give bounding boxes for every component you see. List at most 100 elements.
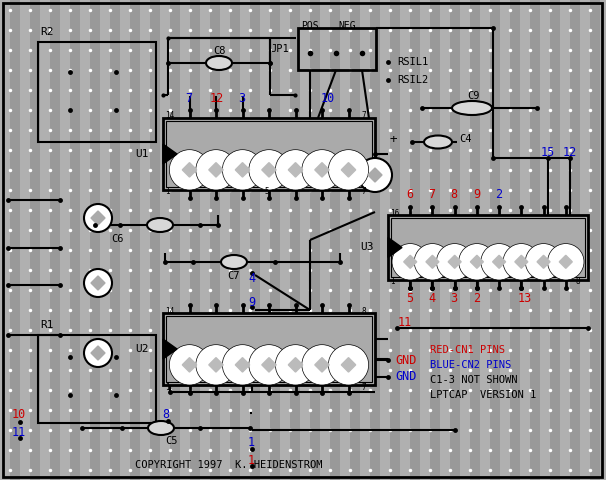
Circle shape bbox=[275, 345, 316, 385]
Text: 1: 1 bbox=[248, 436, 255, 449]
Circle shape bbox=[392, 244, 428, 280]
Text: C9: C9 bbox=[467, 91, 479, 101]
Circle shape bbox=[328, 150, 368, 190]
Text: POS: POS bbox=[301, 21, 319, 31]
Bar bbox=[180, 0, 190, 480]
Bar bbox=[520, 0, 530, 480]
Text: 9: 9 bbox=[248, 296, 255, 309]
Text: RED-CN1 PINS: RED-CN1 PINS bbox=[430, 345, 505, 355]
Text: 1: 1 bbox=[165, 188, 170, 196]
Polygon shape bbox=[388, 238, 402, 257]
Bar bbox=[388, 215, 588, 280]
Circle shape bbox=[249, 345, 289, 385]
Polygon shape bbox=[404, 255, 417, 268]
Polygon shape bbox=[209, 163, 223, 177]
Bar bbox=[40, 0, 50, 480]
Text: 14: 14 bbox=[165, 307, 175, 315]
Text: 1: 1 bbox=[248, 454, 255, 467]
Text: 8: 8 bbox=[162, 408, 169, 421]
Bar bbox=[580, 0, 590, 480]
Circle shape bbox=[415, 244, 451, 280]
Polygon shape bbox=[91, 346, 105, 360]
Text: 7: 7 bbox=[185, 92, 193, 105]
Text: C1-3 NOT SHOWN: C1-3 NOT SHOWN bbox=[430, 375, 518, 385]
Ellipse shape bbox=[148, 421, 174, 435]
Text: 7: 7 bbox=[362, 188, 367, 196]
Polygon shape bbox=[182, 163, 197, 177]
Polygon shape bbox=[470, 255, 484, 268]
Ellipse shape bbox=[147, 218, 173, 232]
Polygon shape bbox=[262, 163, 276, 177]
Text: C4: C4 bbox=[459, 134, 471, 144]
Text: 3: 3 bbox=[239, 92, 245, 105]
Bar bbox=[280, 0, 290, 480]
Circle shape bbox=[548, 244, 584, 280]
Polygon shape bbox=[493, 255, 505, 268]
Text: 7: 7 bbox=[362, 111, 367, 120]
Bar bbox=[260, 0, 270, 480]
Polygon shape bbox=[341, 163, 356, 177]
Circle shape bbox=[196, 345, 236, 385]
Bar bbox=[120, 0, 130, 480]
Polygon shape bbox=[163, 144, 177, 164]
Circle shape bbox=[222, 345, 262, 385]
Text: NEG: NEG bbox=[338, 21, 356, 31]
Polygon shape bbox=[368, 168, 382, 182]
Circle shape bbox=[249, 150, 289, 190]
Circle shape bbox=[436, 244, 473, 280]
Text: C7: C7 bbox=[228, 271, 240, 281]
Circle shape bbox=[525, 244, 562, 280]
Circle shape bbox=[169, 150, 210, 190]
Text: BLUE-CN2 PINS: BLUE-CN2 PINS bbox=[430, 360, 511, 370]
Text: 10: 10 bbox=[321, 92, 335, 105]
Text: 5: 5 bbox=[406, 291, 413, 304]
Circle shape bbox=[328, 345, 368, 385]
Text: 12: 12 bbox=[563, 145, 578, 158]
Circle shape bbox=[84, 269, 112, 297]
Polygon shape bbox=[91, 211, 105, 225]
Text: 13: 13 bbox=[518, 291, 531, 304]
Bar bbox=[480, 0, 490, 480]
Text: 14: 14 bbox=[165, 111, 175, 120]
Text: 9: 9 bbox=[473, 189, 480, 202]
Text: 8: 8 bbox=[362, 307, 367, 315]
Bar bbox=[540, 0, 550, 480]
Text: R1: R1 bbox=[40, 320, 53, 330]
Bar bbox=[320, 0, 330, 480]
Polygon shape bbox=[288, 163, 303, 177]
Polygon shape bbox=[182, 358, 197, 372]
Text: 3: 3 bbox=[451, 291, 458, 304]
Bar bbox=[300, 0, 310, 480]
Polygon shape bbox=[91, 276, 105, 290]
Bar bbox=[600, 0, 606, 480]
Polygon shape bbox=[163, 339, 177, 359]
Circle shape bbox=[275, 150, 316, 190]
Circle shape bbox=[196, 150, 236, 190]
Bar bbox=[163, 118, 375, 190]
Text: RSIL2: RSIL2 bbox=[397, 75, 428, 85]
Bar bbox=[420, 0, 430, 480]
Bar bbox=[240, 0, 250, 480]
Polygon shape bbox=[448, 255, 461, 268]
Circle shape bbox=[302, 345, 342, 385]
Text: COPYRIGHT 1997  K. HEIDENSTROM: COPYRIGHT 1997 K. HEIDENSTROM bbox=[135, 460, 322, 470]
Circle shape bbox=[84, 204, 112, 232]
Bar bbox=[38, 42, 156, 142]
Text: LPTCAP  VERSION 1: LPTCAP VERSION 1 bbox=[430, 390, 536, 400]
Circle shape bbox=[84, 339, 112, 367]
Ellipse shape bbox=[452, 101, 492, 115]
Bar bbox=[160, 0, 170, 480]
Polygon shape bbox=[315, 358, 329, 372]
Bar bbox=[298, 28, 376, 70]
Bar bbox=[166, 121, 372, 187]
Text: 4: 4 bbox=[248, 272, 255, 285]
Text: 15: 15 bbox=[541, 145, 555, 158]
Circle shape bbox=[358, 158, 392, 192]
Ellipse shape bbox=[424, 135, 452, 148]
Text: C5: C5 bbox=[165, 436, 177, 446]
Text: 8: 8 bbox=[451, 189, 458, 202]
Bar bbox=[38, 335, 156, 423]
Polygon shape bbox=[315, 163, 329, 177]
Polygon shape bbox=[341, 358, 356, 372]
Text: 1: 1 bbox=[390, 277, 395, 287]
